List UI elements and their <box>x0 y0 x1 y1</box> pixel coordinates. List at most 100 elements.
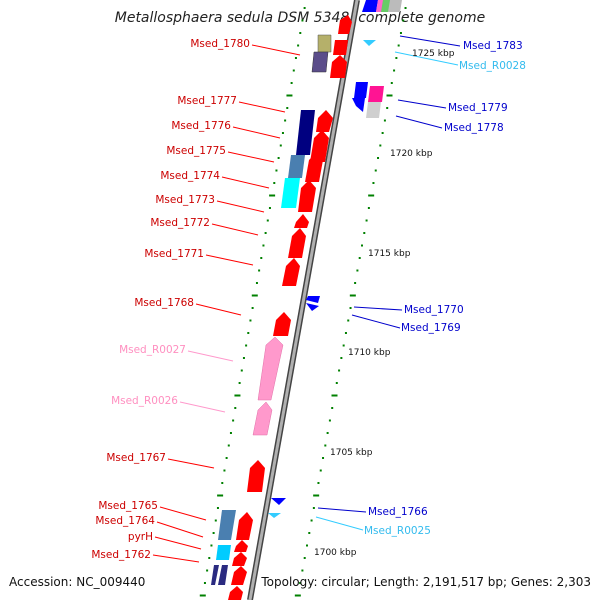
label-msed-1768[interactable]: Msed_1768 <box>134 297 194 309</box>
feature-pyrh[interactable] <box>216 545 231 560</box>
feature-msed-1776[interactable] <box>316 110 333 132</box>
leader-msed-1766 <box>317 507 367 513</box>
feature-msed-1780-b[interactable] <box>311 51 329 73</box>
left-features <box>211 15 352 600</box>
feature-msed-r0028[interactable] <box>363 40 376 46</box>
label-leaders <box>152 35 461 563</box>
feature-msed-1765[interactable] <box>218 510 236 540</box>
label-msed-r0026[interactable]: Msed_R0026 <box>111 395 178 407</box>
leader-msed-1772 <box>211 223 259 236</box>
feature-msed-r0025[interactable] <box>268 513 281 518</box>
map-title: Metallosphaera sedula DSM 5348, complete… <box>115 10 485 26</box>
feature-msed-1770[interactable] <box>306 296 320 303</box>
feature-msed-1762-red[interactable] <box>232 552 247 566</box>
label-msed-1765[interactable]: Msed_1765 <box>98 500 158 512</box>
leader-msed-1779 <box>397 99 447 109</box>
label-pyrh[interactable]: pyrH <box>128 531 153 543</box>
leader-msed-1770 <box>353 306 403 311</box>
feature-msed-1780-a[interactable] <box>317 34 332 53</box>
left-tick-marks <box>199 7 306 597</box>
genome-backbone-highlight <box>248 0 359 600</box>
label-msed-1770[interactable]: Msed_1770 <box>404 304 464 316</box>
feature-msed-r0026[interactable] <box>252 401 273 436</box>
feature-msed-1782[interactable] <box>330 55 347 78</box>
leader-msed-r0028 <box>394 51 459 66</box>
feature-msed-1769[interactable] <box>306 303 319 311</box>
left-labels: Msed_1780 Msed_1777 Msed_1776 Msed_1775 … <box>91 38 250 561</box>
label-msed-1776[interactable]: Msed_1776 <box>171 120 231 132</box>
scale-label-1715: 1715 kbp <box>368 249 411 259</box>
feature-msed-1771-b[interactable] <box>282 258 300 286</box>
feature-msed-1766[interactable] <box>271 498 286 505</box>
leader-msed-1773 <box>216 200 265 213</box>
leader-msed-1765 <box>159 506 207 521</box>
label-msed-1775[interactable]: Msed_1775 <box>166 145 226 157</box>
feature-msed-1764-red[interactable] <box>234 540 248 552</box>
scale-label-1700: 1700 kbp <box>314 548 357 558</box>
label-msed-1762[interactable]: Msed_1762 <box>91 549 151 561</box>
leader-msed-1775 <box>227 151 275 163</box>
leader-msed-1768 <box>195 303 242 316</box>
feature-msed-1775-red[interactable] <box>310 130 329 162</box>
leader-msed-r0026 <box>179 401 226 413</box>
feature-bottom-red-a[interactable] <box>231 566 247 585</box>
label-msed-1780[interactable]: Msed_1780 <box>190 38 250 50</box>
leader-msed-1764 <box>156 521 204 538</box>
label-msed-1767[interactable]: Msed_1767 <box>106 452 166 464</box>
leader-msed-1774 <box>221 176 270 189</box>
label-msed-1778[interactable]: Msed_1778 <box>444 122 504 134</box>
feature-msed-1779-a[interactable] <box>354 82 368 98</box>
label-msed-1766[interactable]: Msed_1766 <box>368 506 428 518</box>
feature-msed-1771-a[interactable] <box>288 228 306 258</box>
feature-top-red[interactable] <box>338 15 352 34</box>
feature-msed-1773[interactable] <box>298 180 316 212</box>
leader-msed-1767 <box>167 458 215 469</box>
right-labels: Msed_1783 Msed_R0028 Msed_1779 Msed_1778… <box>364 40 526 537</box>
feature-msed-1775[interactable] <box>288 155 305 178</box>
label-msed-1774[interactable]: Msed_1774 <box>160 170 220 182</box>
label-msed-1772[interactable]: Msed_1772 <box>150 217 210 229</box>
scale-labels: 1725 kbp 1720 kbp 1715 kbp 1710 kbp 1705… <box>314 49 455 558</box>
label-msed-1773[interactable]: Msed_1773 <box>155 194 215 206</box>
leader-msed-1769 <box>351 314 401 329</box>
leader-msed-1777 <box>238 101 286 113</box>
feature-msed-1777[interactable] <box>296 110 315 155</box>
feature-msed-1779-b[interactable] <box>352 98 365 112</box>
feature-msed-1774-red[interactable] <box>305 152 323 182</box>
scale-label-1710: 1710 kbp <box>348 348 391 358</box>
label-msed-r0025[interactable]: Msed_R0025 <box>364 525 431 537</box>
feature-msed-1762-stripe <box>215 565 222 585</box>
feature-msed-1781[interactable] <box>333 40 348 55</box>
feature-top-gray[interactable] <box>388 0 402 12</box>
right-tick-marks <box>294 7 407 597</box>
feature-msed-1768[interactable] <box>273 312 291 336</box>
right-features <box>268 0 402 518</box>
feature-msed-r0027[interactable] <box>257 336 284 401</box>
label-msed-1769[interactable]: Msed_1769 <box>401 322 461 334</box>
label-msed-r0028[interactable]: Msed_R0028 <box>459 60 526 72</box>
leader-msed-1778 <box>395 115 443 129</box>
label-msed-r0027[interactable]: Msed_R0027 <box>119 344 186 356</box>
leader-msed-1780 <box>251 44 301 56</box>
feature-msed-1765-red[interactable] <box>236 512 253 540</box>
feature-bottom-red-b[interactable] <box>228 586 243 600</box>
feature-msed-1778[interactable] <box>366 102 381 118</box>
scale-label-1720: 1720 kbp <box>390 149 433 159</box>
feature-msed-1772[interactable] <box>294 214 309 228</box>
label-msed-1771[interactable]: Msed_1771 <box>144 248 204 260</box>
feature-msed-1774[interactable] <box>281 178 300 208</box>
label-msed-1779[interactable]: Msed_1779 <box>448 102 508 114</box>
label-msed-1777[interactable]: Msed_1777 <box>177 95 237 107</box>
leader-msed-r0027 <box>187 350 234 362</box>
feature-msed-1783[interactable] <box>362 0 378 12</box>
feature-msed-1767[interactable] <box>247 460 265 492</box>
genome-summary-text: Topology: circular; Length: 2,191,517 bp… <box>260 575 591 589</box>
scale-label-1725: 1725 kbp <box>412 49 455 59</box>
leader-msed-1771 <box>205 254 254 266</box>
label-msed-1783[interactable]: Msed_1783 <box>463 40 523 52</box>
leader-msed-1762 <box>152 554 200 563</box>
feature-msed-1779[interactable] <box>368 86 384 102</box>
label-msed-1764[interactable]: Msed_1764 <box>95 515 155 527</box>
leader-msed-r0025 <box>315 516 364 531</box>
